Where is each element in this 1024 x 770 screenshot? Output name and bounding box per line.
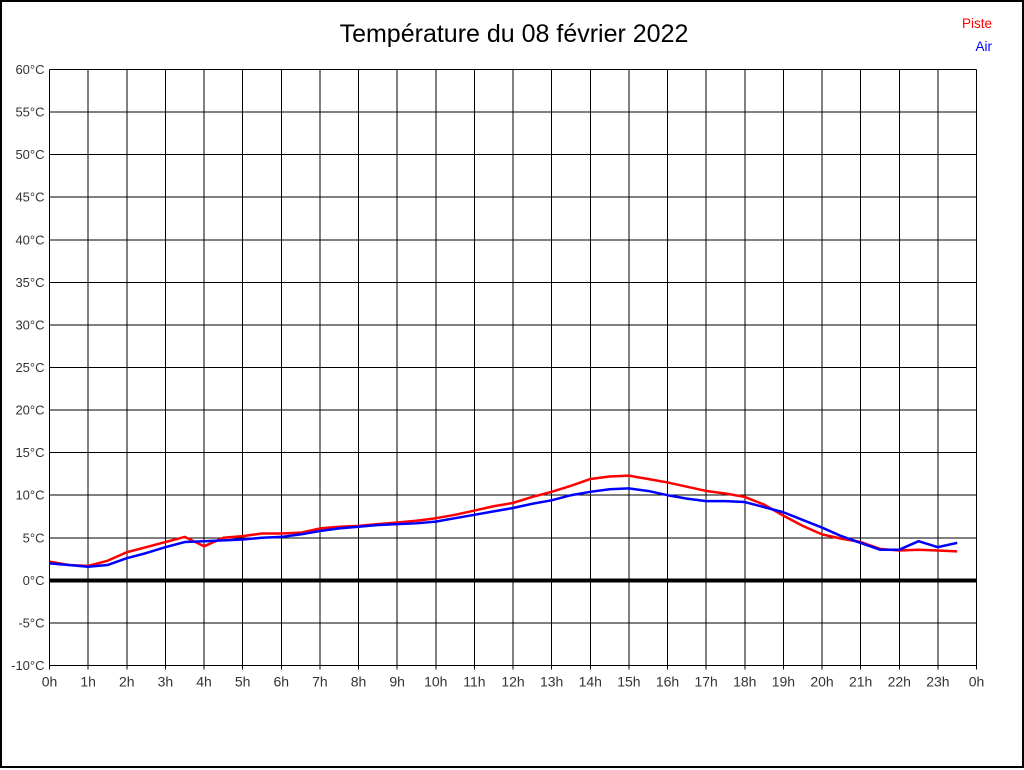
y-axis-tick-label: 30°C (15, 317, 44, 332)
x-axis-tick-label: 15h (617, 674, 640, 690)
x-axis-tick-label: 16h (656, 674, 679, 690)
x-axis-tick-label: 4h (196, 674, 212, 690)
x-axis-tick-label: 17h (694, 674, 717, 690)
x-axis-tick-label: 6h (273, 674, 289, 690)
y-axis-tick-label: 5°C (23, 530, 45, 545)
x-axis-tick-label: 20h (810, 674, 833, 690)
x-axis-tick-label: 8h (351, 674, 367, 690)
x-axis-tick-label: 22h (888, 674, 911, 690)
x-axis-tick-label: 18h (733, 674, 756, 690)
x-axis-tick-label: 10h (424, 674, 447, 690)
x-axis-tick-label: 19h (772, 674, 795, 690)
y-axis-tick-label: 50°C (15, 147, 44, 162)
x-axis-tick-label: 21h (849, 674, 872, 690)
air-temperature-line (49, 487, 958, 568)
x-axis-tick-label: 5h (235, 674, 251, 690)
x-axis-tick-label: 1h (80, 674, 96, 690)
x-axis-tick-label: 12h (501, 674, 524, 690)
y-axis-tick-label: 10°C (15, 488, 44, 503)
piste-temperature-line (49, 474, 958, 568)
x-axis-tick-label: 0h (969, 674, 985, 690)
y-axis-tick-label: 25°C (15, 360, 44, 375)
x-axis-tick-label: 7h (312, 674, 328, 690)
grid-lines (49, 69, 977, 670)
x-axis-tick-label: 0h (42, 674, 58, 690)
y-axis-tick-label: 35°C (15, 275, 44, 290)
y-axis-tick-label: -10°C (11, 658, 44, 673)
legend-item-piste: Piste (961, 16, 992, 31)
chart-title: Température du 08 février 2022 (339, 20, 689, 48)
legend-item-air: Air (975, 39, 993, 54)
y-axis-tick-label: 45°C (15, 190, 44, 205)
y-axis-tick-label: 60°C (15, 62, 44, 77)
x-axis-tick-label: 3h (158, 674, 174, 690)
y-axis-tick-label: 55°C (15, 105, 44, 120)
y-axis-tick-label: 40°C (15, 232, 44, 247)
x-axis-tick-label: 9h (389, 674, 405, 690)
y-axis-tick-label: -5°C (18, 615, 44, 630)
x-axis-tick-label: 23h (926, 674, 949, 690)
y-axis-tick-label: 20°C (15, 403, 44, 418)
x-axis-tick-label: 14h (579, 674, 602, 690)
y-axis-tick-label: 0°C (23, 573, 45, 588)
x-axis-tick-label: 11h (463, 674, 485, 690)
x-axis-tick-label: 13h (540, 674, 563, 690)
y-axis-tick-label: 15°C (15, 445, 44, 460)
x-axis-tick-label: 2h (119, 674, 135, 690)
chart-legend: Piste Air (962, 12, 992, 58)
